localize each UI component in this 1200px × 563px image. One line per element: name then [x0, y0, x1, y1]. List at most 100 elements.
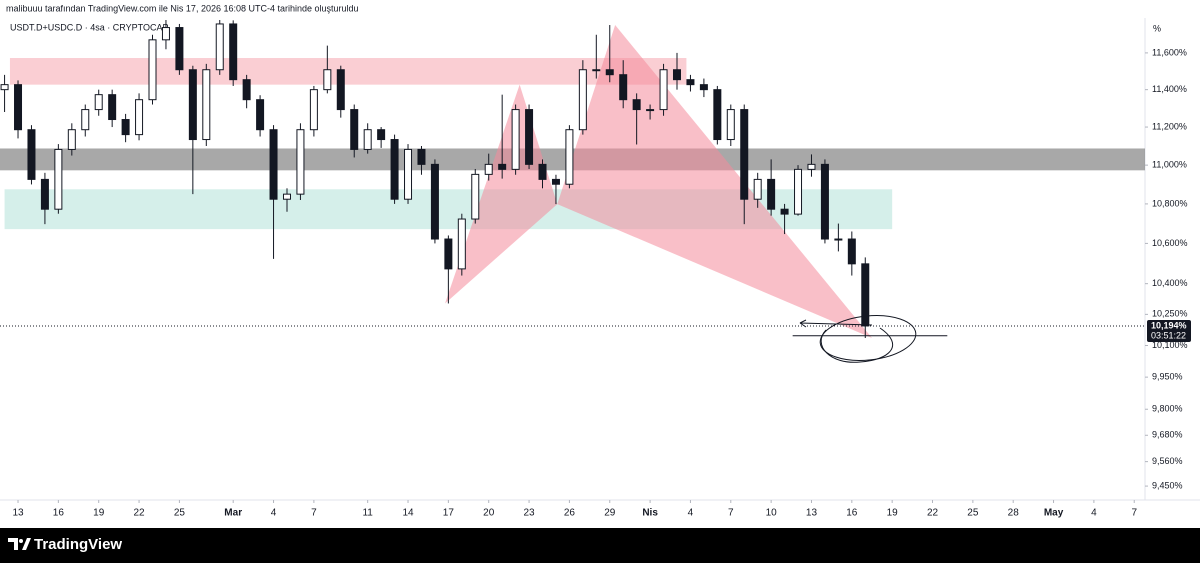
candle-body — [296, 129, 305, 195]
x-tick-label: 19 — [887, 508, 899, 519]
candle-body — [0, 84, 9, 91]
candle-body — [538, 163, 547, 180]
y-tick-label: 9,680% — [1152, 430, 1183, 440]
candle-body — [121, 119, 130, 136]
x-tick-label: 7 — [311, 508, 317, 519]
candle-body — [148, 39, 157, 101]
logo — [8, 538, 31, 550]
candle-body — [713, 89, 722, 141]
x-tick-label: 22 — [927, 508, 939, 519]
x-tick-label: 11 — [362, 508, 373, 519]
y-tick-label: 10,600% — [1152, 238, 1188, 248]
candle-body — [861, 263, 870, 327]
x-tick-label: 25 — [174, 508, 186, 519]
candle-body — [767, 178, 776, 210]
candle-body — [484, 163, 493, 175]
candle-body — [417, 148, 426, 165]
y-tick-label: 10,250% — [1152, 309, 1188, 319]
candle-body — [740, 109, 749, 200]
candle-body — [619, 74, 628, 101]
plot — [0, 20, 1145, 338]
y-tick-label: 11,200% — [1152, 121, 1187, 131]
candle-body — [229, 23, 238, 81]
candle-body — [471, 173, 480, 220]
x-tick-label: 26 — [564, 508, 576, 519]
candle-body — [175, 27, 184, 71]
candle-body — [323, 69, 332, 91]
candle-body — [565, 129, 574, 185]
x-tick-label: 25 — [967, 508, 979, 519]
candle-body — [498, 163, 507, 170]
footer-bar — [0, 528, 1200, 563]
candle-body — [27, 129, 36, 180]
x-tick-label: 4 — [271, 508, 277, 519]
candle-body — [780, 208, 789, 215]
candle-body — [404, 148, 413, 200]
candle-body — [377, 129, 386, 141]
x-tick-label: Nis — [642, 508, 658, 519]
candle-body — [457, 218, 466, 270]
candle-body — [256, 99, 265, 131]
candle-body — [578, 69, 587, 131]
y-tick-label: 9,950% — [1152, 372, 1183, 382]
x-tick-label: 14 — [402, 508, 414, 519]
candle-body — [592, 69, 601, 72]
candle-body — [94, 94, 103, 111]
x-tick-label: 22 — [133, 508, 145, 519]
candle-body — [511, 109, 520, 170]
x-tick-label: 4 — [1091, 508, 1097, 519]
y-tick-label: 9,560% — [1152, 456, 1183, 466]
candle-body — [390, 139, 399, 200]
candle-body — [54, 148, 63, 210]
x-tick-label: 7 — [728, 508, 734, 519]
x-tick-label: 19 — [93, 508, 105, 519]
candle-body — [67, 129, 76, 150]
x-tick-label: 29 — [604, 508, 616, 519]
candle-body — [363, 129, 372, 150]
candle-body — [161, 27, 170, 41]
candle-body — [81, 109, 90, 131]
last-price-label: 10,194% — [1151, 320, 1187, 330]
candle-body — [242, 79, 251, 101]
y-tick-label: 9,800% — [1152, 404, 1183, 414]
x-tick-label: 16 — [53, 508, 65, 519]
x-tick-label: 13 — [12, 508, 24, 519]
candle-body — [309, 89, 318, 131]
symbol: USDT.D+USDC.D · 4sa · CRYPTOCAP — [10, 22, 168, 32]
candle-body — [135, 99, 144, 136]
countdown-label: 03:51:22 — [1151, 330, 1186, 340]
candle-body — [215, 23, 224, 71]
last-price-box — [1147, 319, 1191, 342]
x-tick-label: 10 — [766, 508, 778, 519]
candle-body — [14, 84, 23, 131]
x-tick-label: 16 — [846, 508, 858, 519]
candle-body — [336, 69, 345, 111]
candle-body — [282, 193, 291, 200]
candle-body — [605, 69, 614, 76]
x-tick-label: 7 — [1131, 508, 1137, 519]
axis-unit: % — [1153, 23, 1161, 33]
candle-body — [269, 129, 278, 200]
x-tick-label: 20 — [483, 508, 495, 519]
y-tick-label: 9,450% — [1152, 480, 1183, 490]
header: malibuuu tarafından TradingView.com ile … — [6, 3, 359, 13]
candle-body — [551, 178, 560, 185]
candle-body — [834, 238, 843, 241]
candle-body — [40, 178, 49, 210]
y-tick-label: 11,000% — [1152, 160, 1187, 170]
x-tick-label: 23 — [523, 508, 535, 519]
x-tick-label: 13 — [806, 508, 818, 519]
candle-body — [659, 69, 668, 111]
candle-body — [646, 109, 655, 112]
candle-body — [699, 84, 708, 91]
candle-body — [430, 163, 439, 240]
x-tick-label: 28 — [1008, 508, 1020, 519]
y-tick-label: 10,400% — [1152, 278, 1188, 288]
y-tick-label: 10,800% — [1152, 198, 1188, 208]
candle-body — [820, 163, 829, 240]
candle-body — [686, 79, 695, 86]
candle-body — [726, 109, 735, 141]
y-tick-label: 11,400% — [1152, 84, 1187, 94]
